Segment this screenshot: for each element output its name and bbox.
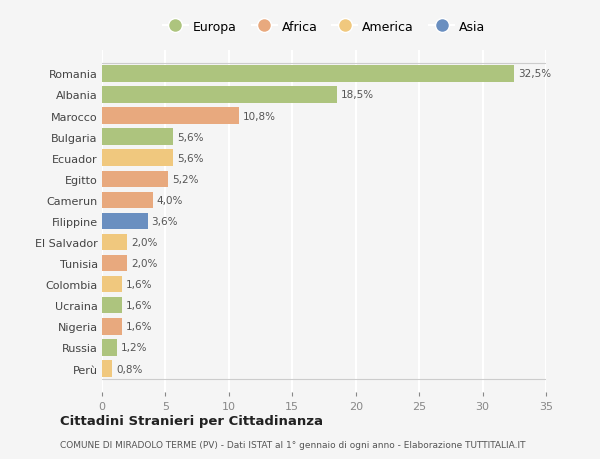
Text: 5,6%: 5,6% xyxy=(177,153,203,163)
Bar xyxy=(102,297,122,314)
Text: COMUNE DI MIRADOLO TERME (PV) - Dati ISTAT al 1° gennaio di ogni anno - Elaboraz: COMUNE DI MIRADOLO TERME (PV) - Dati IST… xyxy=(60,441,526,449)
Text: 1,6%: 1,6% xyxy=(126,280,152,290)
Bar xyxy=(102,108,239,124)
Text: 0,8%: 0,8% xyxy=(116,364,142,374)
Bar xyxy=(102,66,514,83)
Text: 1,2%: 1,2% xyxy=(121,343,148,353)
Bar xyxy=(102,192,153,209)
Bar xyxy=(102,171,168,188)
Bar xyxy=(102,360,112,377)
Text: 32,5%: 32,5% xyxy=(518,69,551,79)
Text: 5,6%: 5,6% xyxy=(177,132,203,142)
Text: Cittadini Stranieri per Cittadinanza: Cittadini Stranieri per Cittadinanza xyxy=(60,414,323,428)
Text: 2,0%: 2,0% xyxy=(131,258,158,269)
Text: 2,0%: 2,0% xyxy=(131,237,158,247)
Text: 18,5%: 18,5% xyxy=(340,90,374,100)
Bar xyxy=(102,340,117,356)
Legend: Europa, Africa, America, Asia: Europa, Africa, America, Asia xyxy=(158,16,490,39)
Bar xyxy=(102,87,337,103)
Bar xyxy=(102,319,122,335)
Text: 10,8%: 10,8% xyxy=(243,112,276,121)
Text: 3,6%: 3,6% xyxy=(151,217,178,226)
Bar xyxy=(102,150,173,167)
Bar xyxy=(102,276,122,293)
Bar xyxy=(102,129,173,146)
Bar xyxy=(102,255,127,272)
Text: 1,6%: 1,6% xyxy=(126,322,152,331)
Bar xyxy=(102,213,148,230)
Bar xyxy=(102,234,127,251)
Text: 1,6%: 1,6% xyxy=(126,301,152,311)
Text: 4,0%: 4,0% xyxy=(157,196,183,206)
Text: 5,2%: 5,2% xyxy=(172,174,198,185)
